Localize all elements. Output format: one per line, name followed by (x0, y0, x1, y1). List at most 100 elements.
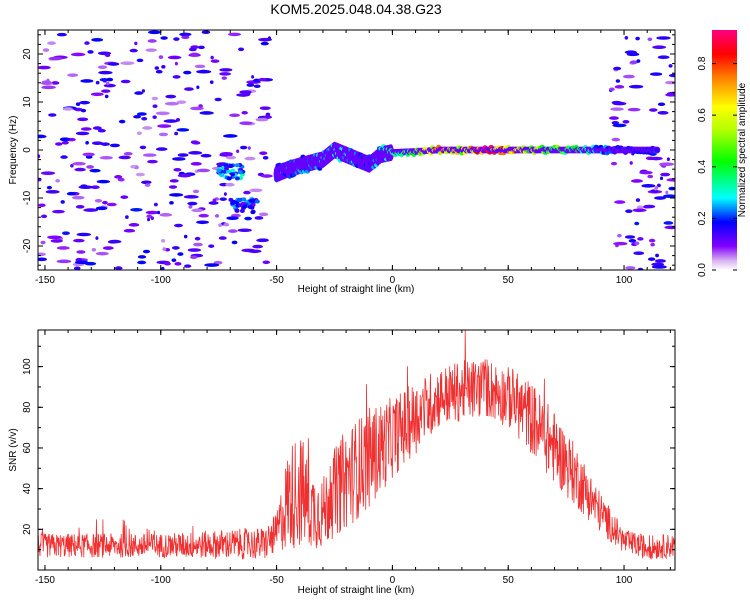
noise-cell (219, 68, 233, 72)
chart-title: KOM5.2025.048.04.38.G23 (270, 1, 441, 17)
noise-cell (91, 38, 104, 42)
noise-cell (107, 62, 120, 66)
noise-cell (114, 175, 123, 179)
noise-cell (198, 104, 203, 108)
noise-cell (635, 198, 641, 202)
noise-cell (71, 195, 85, 200)
noise-cell (668, 73, 675, 78)
noise-cell (97, 128, 106, 133)
noise-cell (255, 117, 269, 122)
noise-cell (188, 151, 203, 155)
noise-cell (67, 73, 79, 77)
noise-cell (41, 214, 48, 219)
noise-cell (664, 225, 675, 230)
y-tick-label: 60 (22, 442, 33, 454)
noise-cell (160, 36, 168, 40)
noise-cell (192, 141, 201, 145)
noise-cell (96, 179, 111, 184)
noise-cell (628, 84, 644, 89)
cluster-cell (234, 208, 240, 213)
noise-cell (223, 222, 230, 227)
noise-cell (262, 260, 271, 265)
noise-cell (188, 205, 193, 209)
cluster-cell (241, 204, 247, 209)
noise-cell (61, 140, 69, 145)
noise-cell (662, 194, 675, 198)
cluster-cell (223, 163, 229, 168)
noise-cell (176, 128, 190, 132)
noise-cell (188, 47, 197, 52)
noise-cell (38, 65, 51, 70)
noise-cell (637, 237, 644, 241)
noise-cell (38, 154, 41, 158)
noise-cell (199, 111, 214, 115)
noise-cell (184, 87, 194, 91)
noise-cell (90, 92, 104, 97)
noise-cell (239, 121, 253, 125)
noise-cell (135, 165, 139, 170)
noise-cell (225, 182, 235, 187)
noise-cell (262, 155, 269, 160)
y-tick-label: 40 (22, 483, 33, 495)
noise-cell (70, 164, 74, 168)
cluster-cell (230, 168, 236, 173)
noise-cell (194, 64, 206, 69)
noise-cell (236, 149, 240, 154)
noise-cell (155, 69, 163, 74)
y-tick-label: -20 (22, 238, 33, 253)
noise-cell (171, 258, 177, 263)
noise-cell (189, 52, 200, 57)
noise-cell (158, 132, 169, 137)
noise-cell (651, 265, 667, 269)
noise-cell (652, 45, 667, 50)
spectrogram-y-ticks: -20 -10 0 10 20 (22, 34, 675, 266)
noise-cell (226, 216, 239, 220)
noise-cell (102, 246, 114, 250)
noise-cell (626, 52, 640, 57)
noise-cell (193, 242, 203, 247)
noise-cell (228, 229, 238, 233)
y-tick-label: 10 (22, 96, 33, 108)
colorbar-ticks: 0.0 0.2 0.4 0.6 0.8 (697, 56, 737, 277)
noise-cell (650, 242, 655, 247)
noise-cell (173, 37, 180, 41)
noise-cell (625, 266, 636, 270)
noise-cell (152, 115, 157, 119)
noise-cell (260, 41, 269, 46)
noise-cell (45, 190, 60, 194)
noise-cell (624, 36, 629, 40)
noise-cell (647, 257, 656, 261)
noise-cell (75, 205, 85, 209)
noise-cell (191, 208, 204, 213)
noise-cell (629, 161, 633, 165)
noise-cell (62, 107, 74, 111)
y-tick-label: -10 (22, 190, 33, 205)
noise-cell (177, 173, 192, 178)
snr-panel: -150 -100 -50 0 50 100 20 40 60 80 100 Height of … (8, 329, 676, 596)
noise-cell (647, 174, 654, 179)
noise-cell (89, 168, 101, 173)
noise-cell (174, 131, 179, 136)
noise-cell (183, 234, 188, 239)
noise-cell (218, 223, 222, 227)
noise-cell (609, 116, 619, 120)
cluster-cell (250, 210, 256, 215)
noise-cell (171, 246, 180, 250)
noise-cell (46, 185, 52, 190)
noise-cell (241, 110, 248, 115)
noise-cell (120, 61, 135, 65)
noise-cell (59, 137, 70, 142)
spectrogram-x-ticks: -150 -100 -50 0 50 100 (35, 30, 671, 286)
noise-cell (246, 83, 255, 87)
noise-cell (219, 197, 227, 201)
noise-cell (643, 204, 651, 209)
noise-cell (196, 220, 209, 225)
noise-cell (259, 106, 271, 110)
noise-cell (169, 193, 184, 197)
noise-cell (55, 142, 63, 146)
noise-cell (52, 209, 65, 214)
noise-cell (83, 208, 99, 212)
noise-cell (142, 153, 157, 157)
noise-cell (55, 178, 60, 183)
